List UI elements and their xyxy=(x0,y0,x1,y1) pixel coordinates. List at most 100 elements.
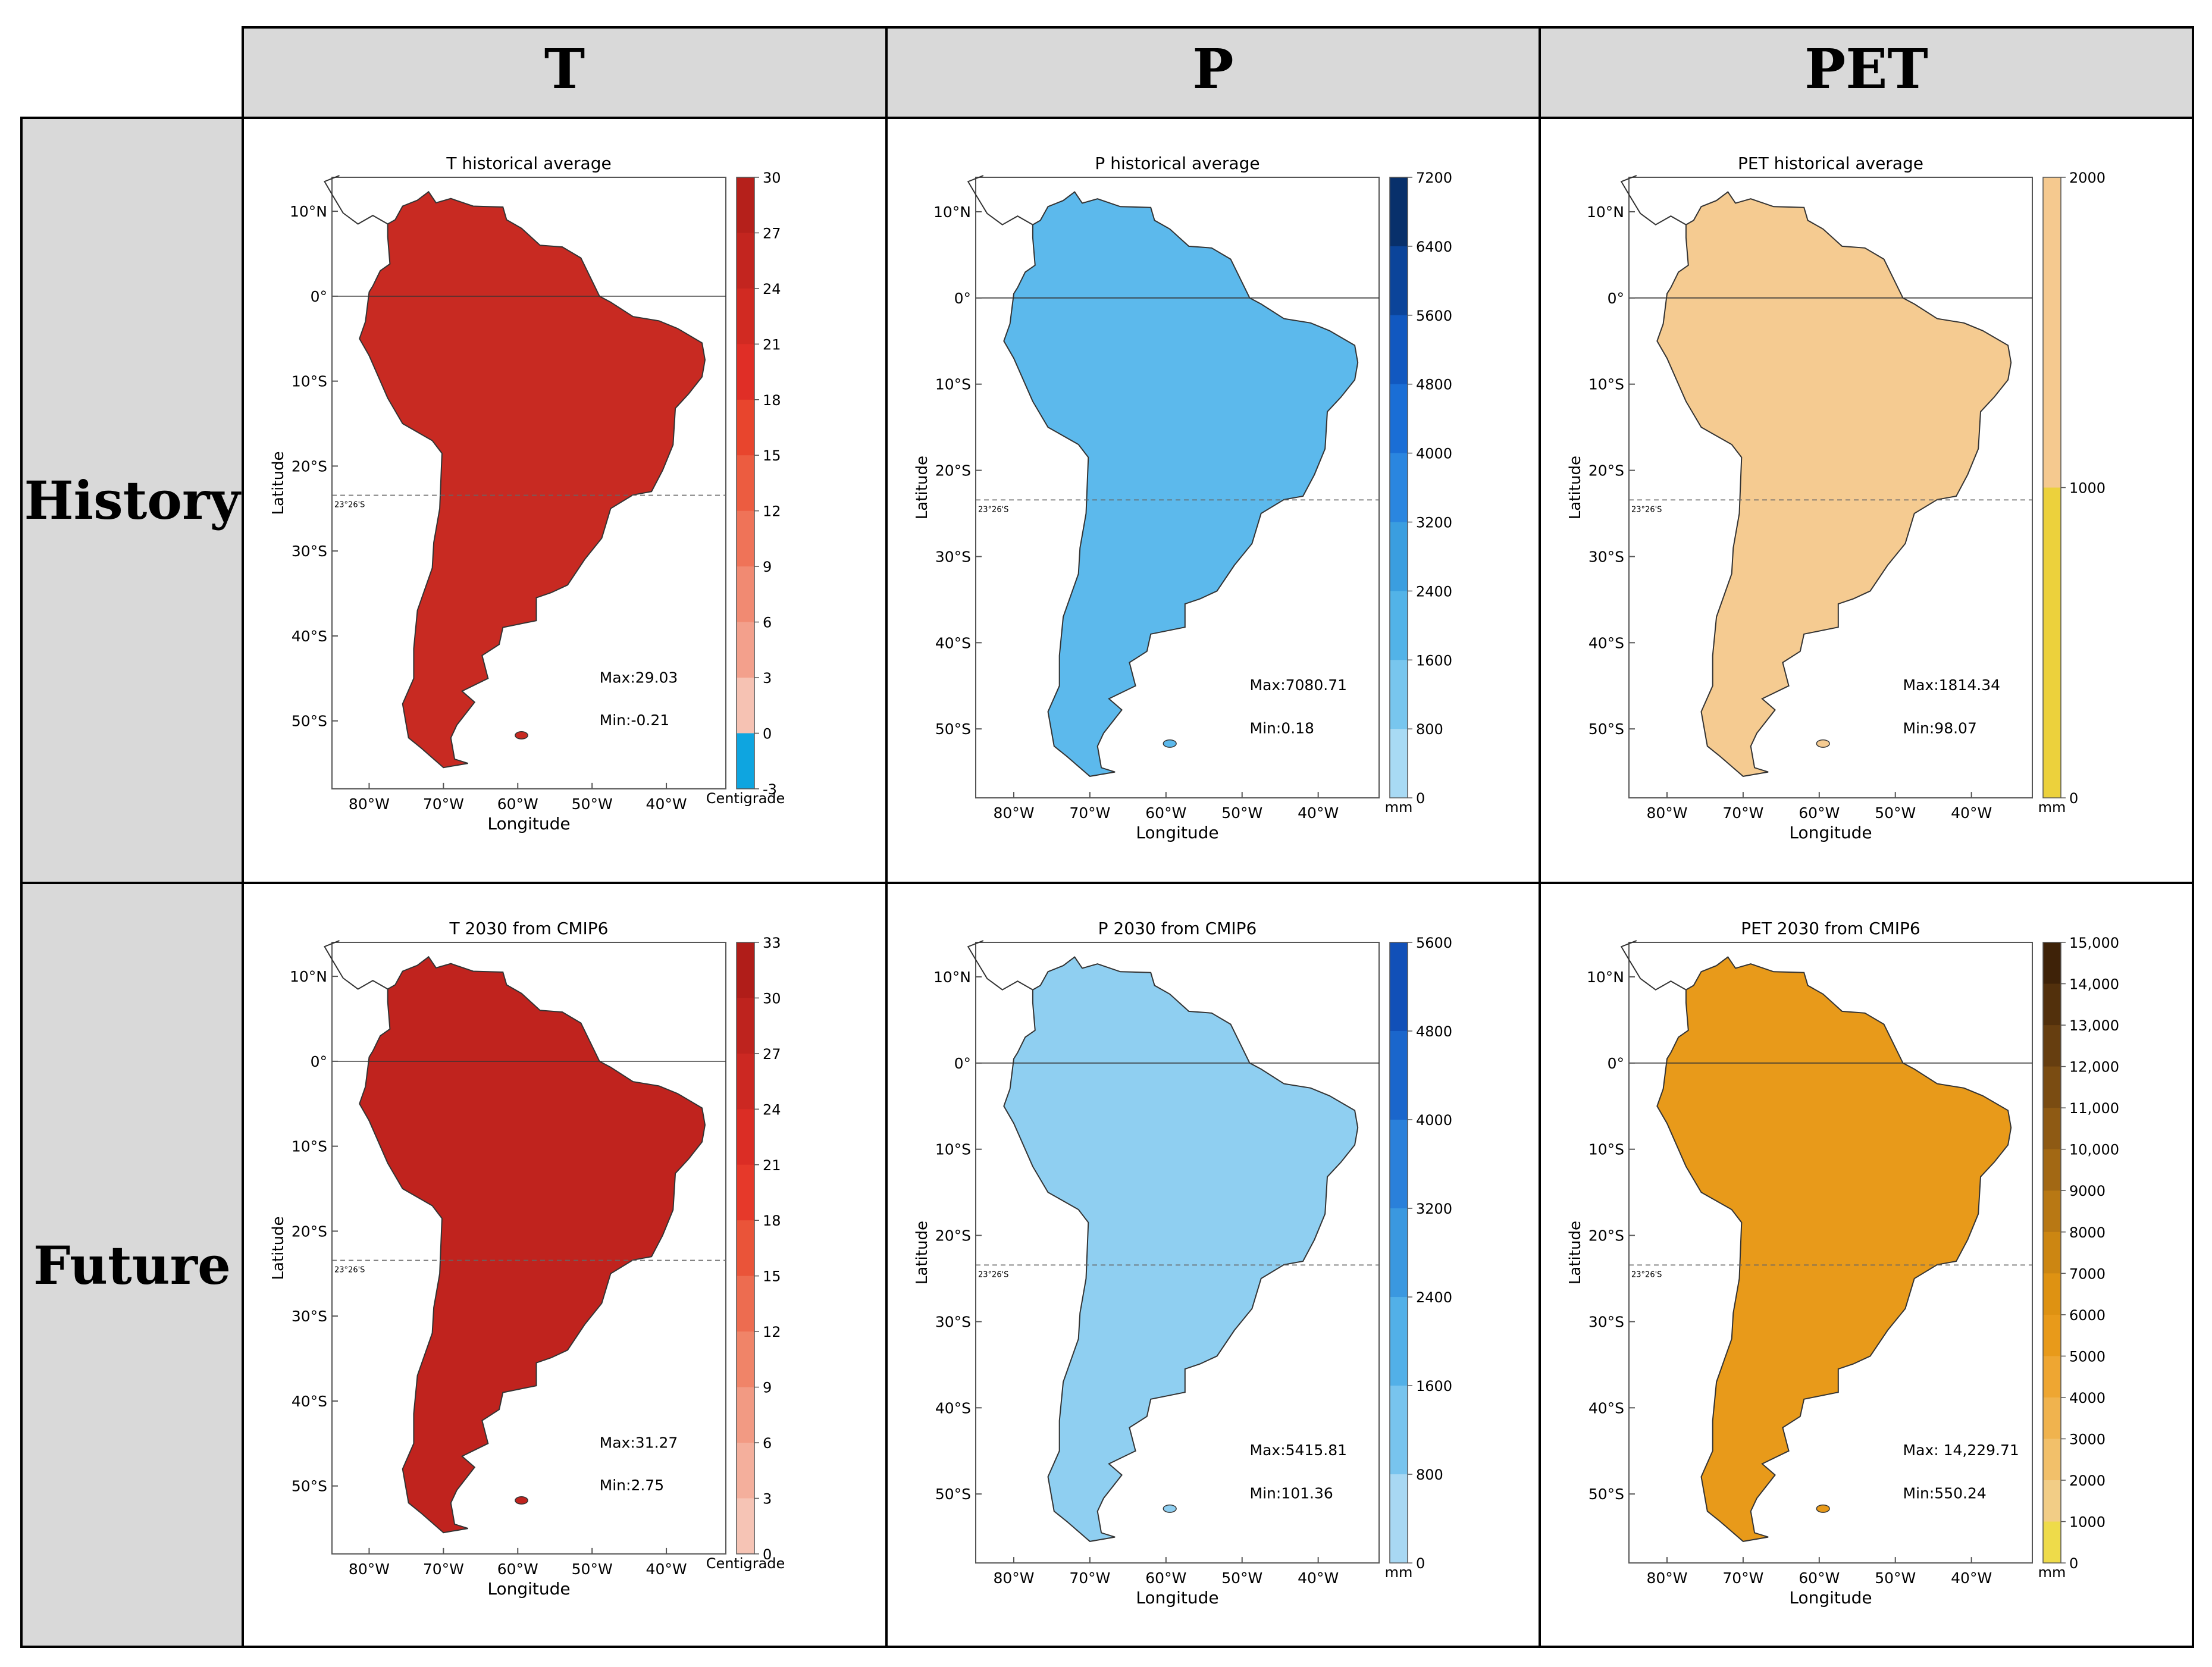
colorbar-frame xyxy=(736,942,755,1555)
lat-tick-label: 50°S xyxy=(935,1486,971,1503)
colorbar-segment xyxy=(2043,1025,2061,1067)
lat-tick-label: 10°S xyxy=(935,1141,971,1158)
lon-tick-label: 80°W xyxy=(993,1569,1034,1587)
colorbar-tick-label: 3200 xyxy=(1416,1201,1452,1217)
colorbar-segment xyxy=(1390,453,1408,522)
colorbar-tick-label: 30 xyxy=(763,990,781,1007)
lon-tick-label: 60°W xyxy=(497,795,538,813)
lat-tick-label: 40°S xyxy=(292,1393,327,1410)
colorbar-tick-label: 9 xyxy=(763,559,772,575)
central-america-outline xyxy=(324,175,388,225)
lon-tick-label: 50°W xyxy=(572,795,613,813)
colorbar-segment xyxy=(737,455,754,512)
x-axis-label: Longitude xyxy=(1136,1588,1218,1608)
colorbar-tick-label: 6 xyxy=(763,1435,772,1452)
min-label: Min:2.75 xyxy=(600,1477,664,1494)
tropic-label: 23°26'S xyxy=(1631,1270,1662,1279)
lat-tick-label: 40°S xyxy=(935,634,971,651)
lat-tick-label: 30°S xyxy=(1588,548,1624,565)
colorbar-tick-label: 4000 xyxy=(2069,1390,2106,1406)
x-axis-label: Longitude xyxy=(487,814,570,834)
colorbar-segment xyxy=(2043,1149,2061,1191)
header-cell-pet xyxy=(1539,26,2194,119)
max-label: Max: 14,229.71 xyxy=(1903,1442,2019,1459)
panel-title: P historical average xyxy=(1095,153,1259,173)
colorbar-segment xyxy=(2043,1232,2061,1274)
colorbar-tick-label: 11,000 xyxy=(2069,1100,2119,1117)
colorbar-segment xyxy=(1390,1208,1408,1298)
y-axis-label: Latitude xyxy=(913,1221,931,1284)
colorbar-tick-label: 5600 xyxy=(1416,935,1452,951)
tropic-label: 23°26'S xyxy=(334,500,365,509)
x-axis-label: Longitude xyxy=(1136,823,1218,842)
colorbar-segment xyxy=(737,1331,754,1388)
colorbar-tick-label: 2000 xyxy=(2069,1472,2106,1489)
lat-tick-label: 30°S xyxy=(292,1308,327,1325)
colorbar-tick-label: 4800 xyxy=(1416,377,1452,393)
south-america-shape xyxy=(1003,191,1359,777)
lon-tick-label: 60°W xyxy=(497,1561,538,1578)
lat-tick-label: 10°N xyxy=(1587,203,1624,221)
lat-tick-label: 0° xyxy=(1608,290,1624,307)
map-panel-pet-future: PET 2030 from CMIP6 23°26'S 80°W 70°W 60°W 50… xyxy=(1566,919,2119,1608)
central-america-outline xyxy=(1620,175,1687,225)
lat-tick-label: 40°S xyxy=(935,1399,971,1417)
colorbar-segment xyxy=(737,1053,754,1110)
colorbar-segment xyxy=(1390,177,1408,247)
south-america-shape xyxy=(1656,191,2012,777)
falkland-islands-shape xyxy=(515,1496,528,1505)
lat-tick-label: 10°S xyxy=(292,373,327,390)
colorbar-segment xyxy=(737,1387,754,1443)
colorbar-segment xyxy=(2043,1108,2061,1150)
colorbar-tick-label: -3 xyxy=(763,781,777,798)
lat-tick-label: 0° xyxy=(311,288,327,305)
tropic-label: 23°26'S xyxy=(1631,505,1662,514)
colorbar-segment xyxy=(1390,591,1408,660)
colorbar-unit-label: mm xyxy=(1385,1564,1413,1581)
map-panel-pet-history: PET historical average 23°26'S 80°W 70°W 60°… xyxy=(1566,153,2106,842)
colorbar-tick-label: 12 xyxy=(763,503,781,520)
south-america-shape xyxy=(359,190,706,769)
lon-tick-label: 80°W xyxy=(349,795,390,813)
lon-tick-label: 70°W xyxy=(1069,804,1110,822)
lon-tick-label: 60°W xyxy=(1145,1569,1186,1587)
colorbar-segment xyxy=(2043,1480,2061,1522)
colorbar-tick-label: 12 xyxy=(763,1324,781,1340)
colorbar-segment xyxy=(737,1498,754,1555)
colorbar-tick-label: 9000 xyxy=(2069,1183,2106,1199)
lon-tick-label: 80°W xyxy=(993,804,1034,822)
colorbar-tick-label: 27 xyxy=(763,225,781,242)
colorbar-tick-label: 1000 xyxy=(2069,1514,2106,1531)
min-label: Min:-0.21 xyxy=(600,712,669,729)
colorbar-frame xyxy=(1389,942,1408,1563)
colorbar-segment xyxy=(1390,1297,1408,1386)
colorbar-segment xyxy=(737,1220,754,1277)
colorbar-tick-label: 13,000 xyxy=(2069,1017,2119,1034)
map-panel-p-history: P historical average 23°26'S 80°W 70°W 60°W 5… xyxy=(913,153,1452,842)
lat-tick-label: 10°S xyxy=(292,1138,327,1155)
colorbar-segment xyxy=(2043,1439,2061,1481)
colorbar-tick-label: 24 xyxy=(763,1101,781,1118)
colorbar-segment xyxy=(737,288,754,344)
panel-title: PET 2030 from CMIP6 xyxy=(1741,919,1920,938)
colorbar-frame xyxy=(736,177,755,789)
y-axis-label: Latitude xyxy=(270,451,287,515)
colorbar-tick-label: 7200 xyxy=(1416,170,1452,186)
colorbar-tick-label: 8000 xyxy=(2069,1224,2106,1241)
colorbar-tick-label: 18 xyxy=(763,1212,781,1229)
colorbar-segment xyxy=(737,233,754,289)
min-label: Min:98.07 xyxy=(1903,719,1977,737)
lon-tick-label: 60°W xyxy=(1145,804,1186,822)
colorbar-segment xyxy=(2043,487,2061,798)
lat-tick-label: 30°S xyxy=(1588,1313,1624,1330)
colorbar-tick-label: 30 xyxy=(763,170,781,186)
colorbar-tick-label: 2000 xyxy=(2069,170,2106,186)
lat-tick-label: 10°N xyxy=(290,968,327,985)
colorbar-segment xyxy=(1390,660,1408,729)
lat-tick-label: 10°N xyxy=(1587,969,1624,986)
lon-tick-label: 80°W xyxy=(1646,1569,1687,1587)
y-axis-label: Latitude xyxy=(1566,1221,1584,1284)
x-axis-label: Longitude xyxy=(487,1579,570,1599)
colorbar-tick-label: 0 xyxy=(2069,790,2078,807)
lat-tick-label: 10°N xyxy=(933,969,971,986)
